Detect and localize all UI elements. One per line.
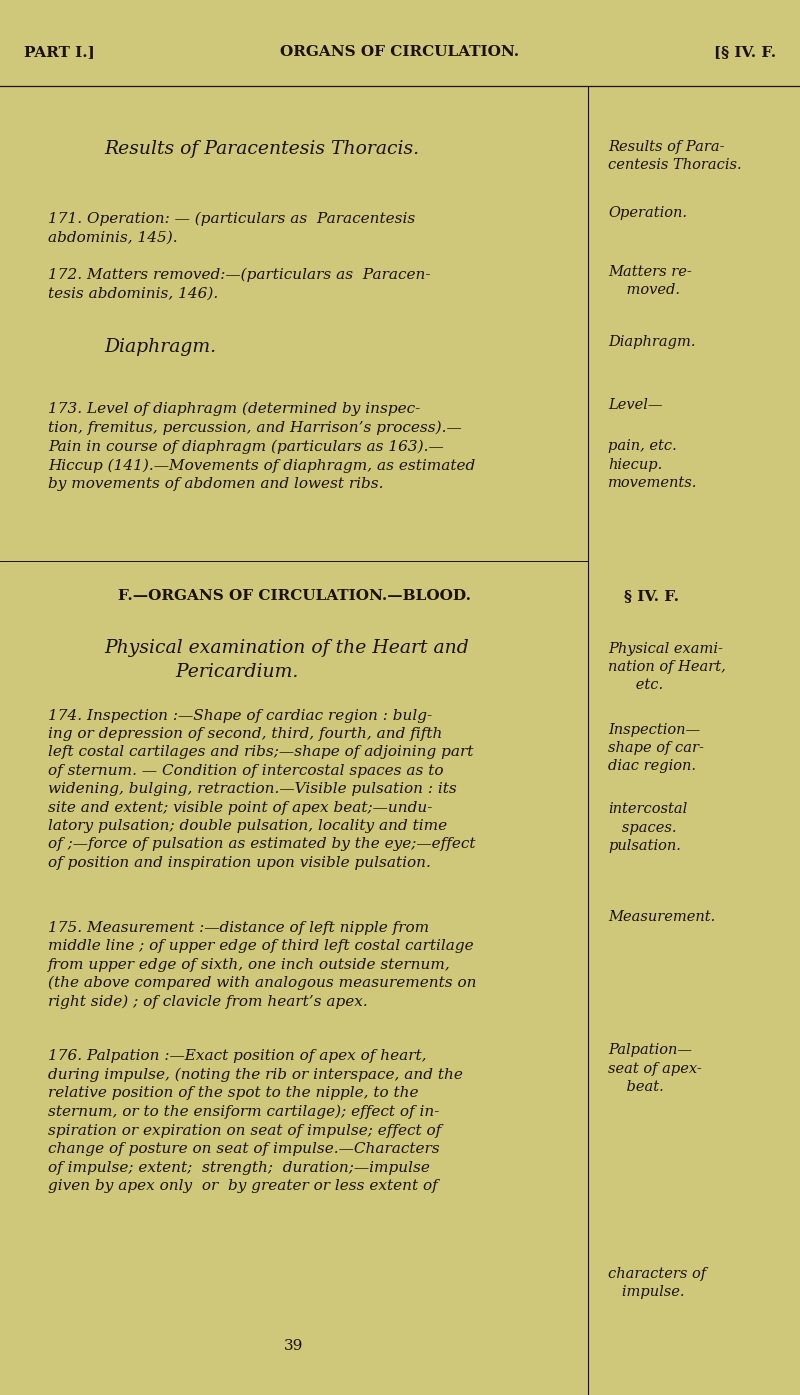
Text: Results of Paracentesis Thoracis.: Results of Paracentesis Thoracis. [104,140,419,158]
Text: ORGANS OF CIRCULATION.: ORGANS OF CIRCULATION. [281,45,519,59]
Text: 175. Measurement :—distance of left nipple from
middle line ; of upper edge of t: 175. Measurement :—distance of left nipp… [48,921,477,1010]
Text: Physical exami-
nation of Heart,
      etc.: Physical exami- nation of Heart, etc. [608,642,726,692]
Text: pain, etc.
hiecup.
movements.: pain, etc. hiecup. movements. [608,439,698,490]
Text: 174. Inspection :—Shape of cardiac region : bulg-
ing or depression of second, t: 174. Inspection :—Shape of cardiac regio… [48,709,475,870]
Text: Palpation—
seat of apex-
    beat.: Palpation— seat of apex- beat. [608,1043,702,1094]
Text: 173. Level of diaphragm (determined by inspec-
tion, fremitus, percussion, and H: 173. Level of diaphragm (determined by i… [48,402,475,491]
Text: § IV. F.: § IV. F. [624,589,679,603]
Text: Diaphragm.: Diaphragm. [104,338,216,356]
Text: Level—: Level— [608,398,662,412]
Text: 172. Matters removed:—(particulars as  Paracen-
tesis abdominis, 146).: 172. Matters removed:—(particulars as Pa… [48,268,430,301]
Text: 39: 39 [284,1339,304,1353]
Text: 171. Operation: — (particulars as  Paracentesis
abdominis, 145).: 171. Operation: — (particulars as Parace… [48,212,415,246]
Text: F.—ORGANS OF CIRCULATION.—BLOOD.: F.—ORGANS OF CIRCULATION.—BLOOD. [118,589,470,603]
Text: Results of Para-
centesis Thoracis.: Results of Para- centesis Thoracis. [608,140,742,172]
Text: Diaphragm.: Diaphragm. [608,335,695,349]
Text: [§ IV. F.: [§ IV. F. [714,45,776,59]
Text: Matters re-
    moved.: Matters re- moved. [608,265,692,297]
Text: Operation.: Operation. [608,206,687,220]
Text: intercostal
   spaces.
pulsation.: intercostal spaces. pulsation. [608,802,687,852]
Text: characters of
   impulse.: characters of impulse. [608,1267,706,1299]
Text: Inspection—
shape of car-
diac region.: Inspection— shape of car- diac region. [608,723,704,773]
Text: PART I.]: PART I.] [24,45,94,59]
Text: 176. Palpation :—Exact position of apex of heart,
during impulse, (noting the ri: 176. Palpation :—Exact position of apex … [48,1049,463,1193]
Text: Measurement.: Measurement. [608,910,715,923]
Text: Physical examination of the Heart and
            Pericardium.: Physical examination of the Heart and Pe… [104,639,469,681]
